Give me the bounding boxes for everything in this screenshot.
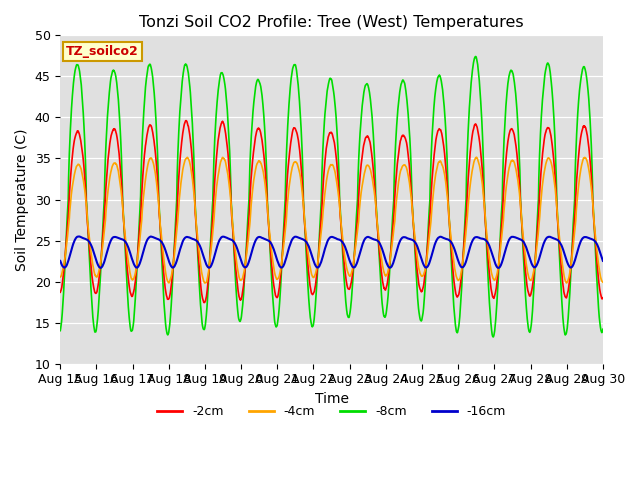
X-axis label: Time: Time (315, 392, 349, 406)
-2cm (118, 191, 126, 197)
Line: -4cm: -4cm (60, 157, 603, 283)
-16cm (265, 238, 273, 244)
-16cm (97, 265, 104, 271)
Line: -8cm: -8cm (60, 57, 603, 337)
-4cm (288, 166, 296, 172)
-4cm (150, 165, 158, 171)
-16cm (56, 258, 64, 264)
-2cm (182, 118, 190, 123)
-8cm (599, 326, 607, 332)
Legend: -2cm, -4cm, -8cm, -16cm: -2cm, -4cm, -8cm, -16cm (152, 400, 511, 423)
-8cm (118, 177, 126, 182)
-16cm (76, 234, 83, 240)
-8cm (531, 280, 538, 286)
-2cm (150, 141, 158, 147)
-16cm (531, 264, 538, 270)
-8cm (150, 92, 158, 98)
-4cm (599, 279, 607, 285)
-16cm (289, 237, 296, 242)
-8cm (490, 334, 497, 340)
-8cm (56, 328, 64, 334)
-8cm (589, 183, 596, 189)
-2cm (200, 300, 208, 305)
-16cm (599, 258, 607, 264)
-2cm (265, 224, 273, 229)
-8cm (264, 215, 272, 220)
Line: -16cm: -16cm (60, 237, 603, 268)
-16cm (151, 235, 159, 241)
Text: TZ_soilco2: TZ_soilco2 (66, 45, 138, 58)
-8cm (288, 71, 296, 77)
-4cm (56, 274, 64, 280)
Y-axis label: Soil Temperature (C): Soil Temperature (C) (15, 128, 29, 271)
-4cm (118, 198, 126, 204)
-4cm (530, 267, 538, 273)
-2cm (531, 269, 538, 275)
Line: -2cm: -2cm (60, 120, 603, 302)
-2cm (589, 194, 596, 200)
Title: Tonzi Soil CO2 Profile: Tree (West) Temperatures: Tonzi Soil CO2 Profile: Tree (West) Temp… (140, 15, 524, 30)
-16cm (589, 237, 596, 242)
-4cm (472, 155, 480, 160)
-16cm (118, 237, 126, 242)
-8cm (472, 54, 479, 60)
-4cm (589, 198, 596, 204)
-2cm (289, 130, 296, 136)
-4cm (264, 218, 272, 224)
-2cm (599, 295, 607, 301)
-4cm (563, 280, 570, 286)
-2cm (56, 289, 64, 295)
